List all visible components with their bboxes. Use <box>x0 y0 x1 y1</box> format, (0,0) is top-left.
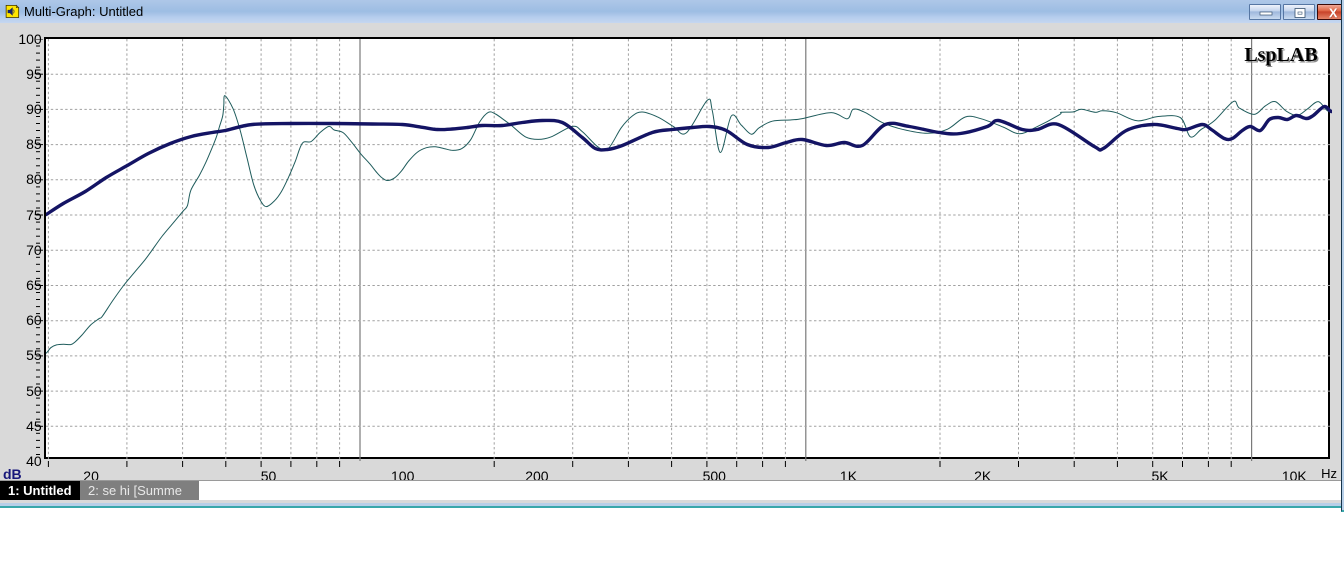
svg-text:X: X <box>1329 6 1338 21</box>
